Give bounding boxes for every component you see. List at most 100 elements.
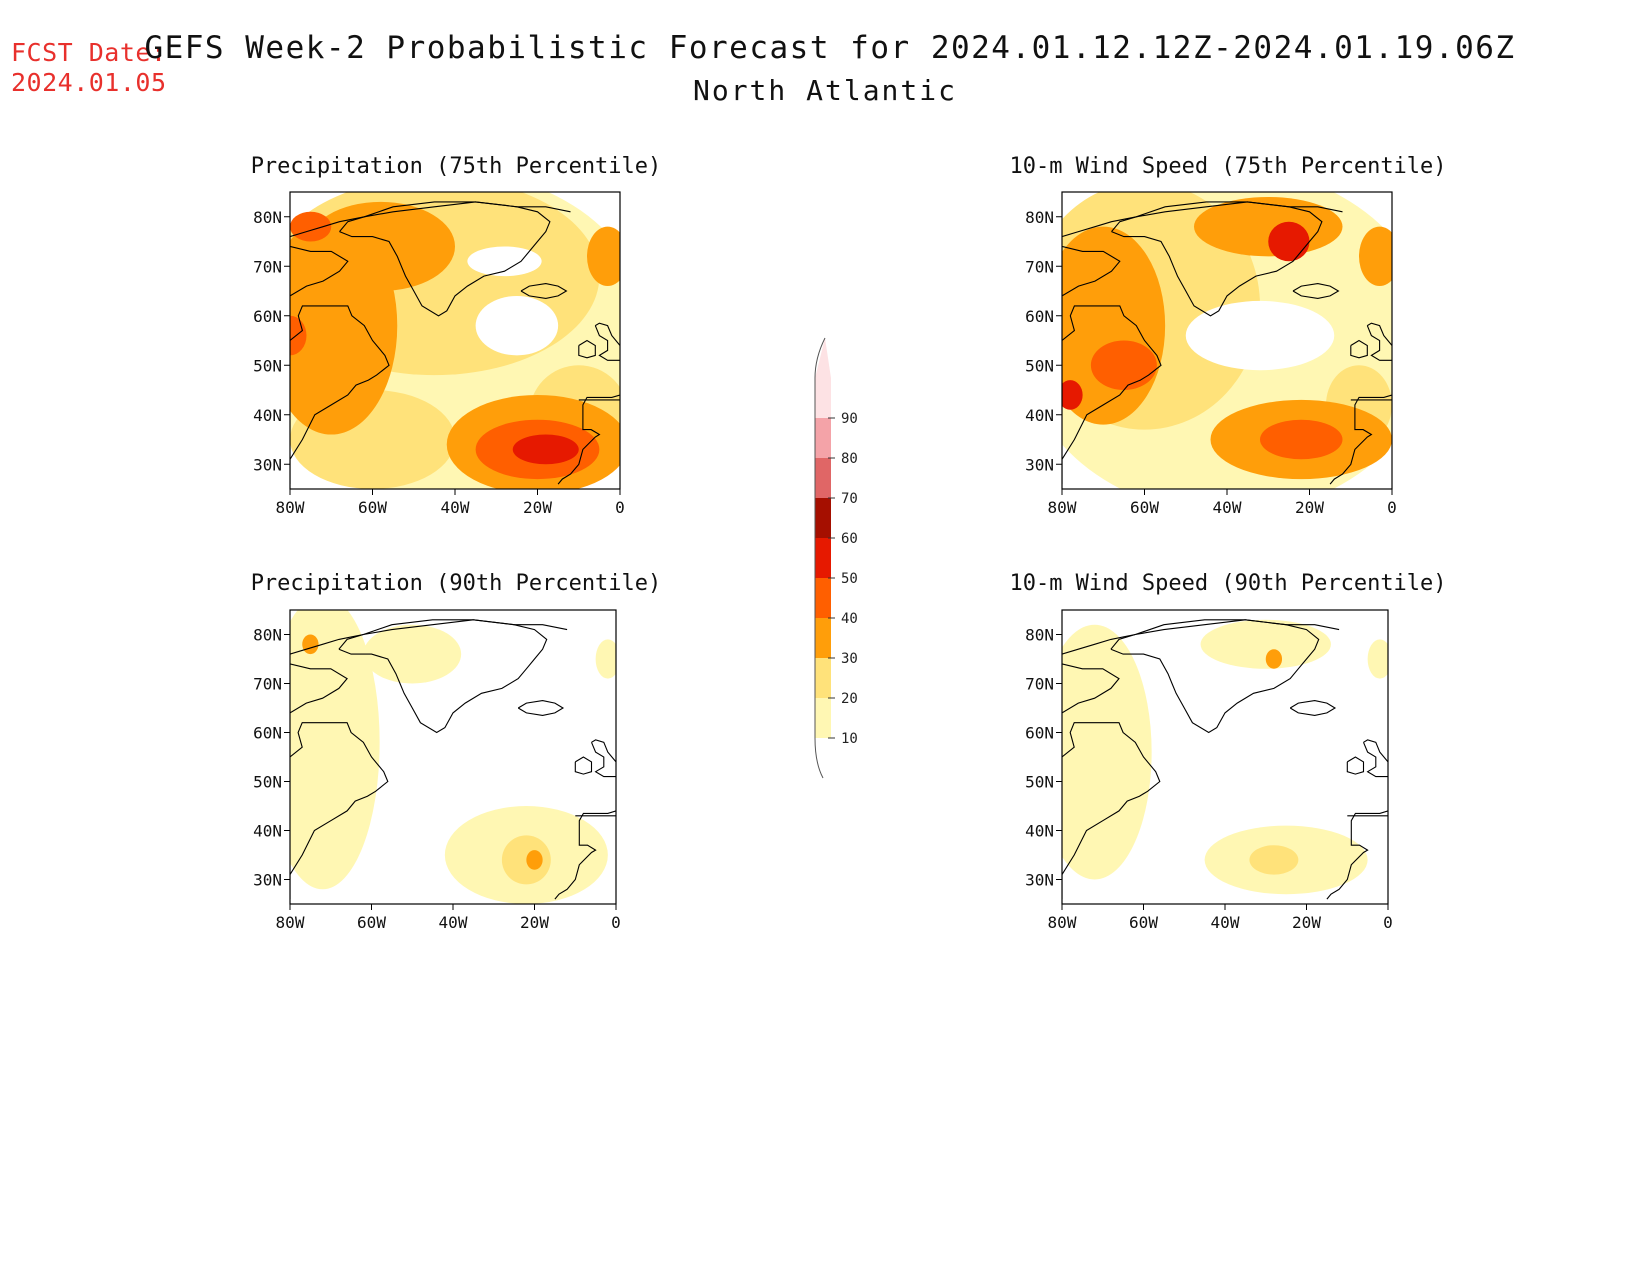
- y-tick-label: 40N: [253, 822, 282, 841]
- coastline: [1292, 283, 1340, 299]
- coastline: [1346, 756, 1365, 775]
- map-panel-3: Precipitation (90th Percentile) 80W 60W 40W…: [251, 571, 662, 932]
- coastline: [338, 619, 548, 734]
- probability-region: [501, 835, 551, 885]
- coastlines: [1062, 201, 1392, 485]
- colorbar-segment: [815, 698, 831, 738]
- probability-region: [363, 624, 462, 684]
- y-tick-label: 80N: [253, 208, 282, 227]
- x-tick-label: 0: [611, 913, 621, 932]
- probability-region: [290, 211, 332, 242]
- probability-region: [1260, 419, 1343, 460]
- coastline: [590, 739, 616, 778]
- y-tick-label: 70N: [253, 257, 282, 276]
- y-tick-label: 30N: [253, 871, 282, 890]
- panel-title: Precipitation (90th Percentile): [251, 571, 662, 596]
- probability-region: [526, 850, 543, 870]
- coastline: [1062, 722, 1161, 900]
- probability-region: [1367, 639, 1388, 679]
- colorbar-label: 60: [841, 531, 858, 547]
- figure-region-title: North Atlantic: [692, 74, 957, 107]
- colorbar-label: 20: [841, 691, 858, 707]
- y-tick-label: 50N: [1025, 773, 1054, 792]
- probability-region: [1062, 226, 1166, 425]
- coastline: [290, 722, 389, 900]
- y-tick-label: 30N: [253, 455, 282, 474]
- colorbar: 10 20 30 40 50 60 70 80 90: [814, 337, 858, 779]
- probability-region: [1249, 845, 1299, 875]
- coastline: [557, 394, 620, 485]
- x-tick-label: 20W: [523, 498, 552, 517]
- x-tick-label: 80W: [276, 498, 305, 517]
- x-tick-label: 60W: [357, 913, 386, 932]
- coastline: [290, 619, 568, 655]
- colorbar-segment: [815, 418, 831, 458]
- x-tick-label: 40W: [1211, 913, 1240, 932]
- colorbar-segment: [815, 658, 831, 698]
- probability-region: [290, 315, 307, 356]
- coastline: [578, 339, 596, 359]
- coastline: [1062, 663, 1120, 714]
- colorbar-segment: [815, 458, 831, 498]
- y-tick-label: 60N: [253, 724, 282, 743]
- colorbar-label: 80: [841, 451, 858, 467]
- x-tick-label: 0: [1383, 913, 1393, 932]
- y-tick-label: 70N: [1025, 257, 1054, 276]
- colorbar-segment: [815, 538, 831, 578]
- x-tick-label: 0: [1387, 498, 1397, 517]
- colorbar-label: 90: [841, 411, 858, 427]
- probability-region: [1265, 649, 1283, 669]
- x-tick-label: 0: [615, 498, 625, 517]
- coastline: [339, 201, 551, 317]
- y-tick-label: 80N: [1025, 626, 1054, 645]
- coastline: [1289, 700, 1337, 716]
- coastline: [1366, 322, 1392, 361]
- panel-title: Precipitation (75th Percentile): [251, 154, 662, 179]
- colorbar-segment: [815, 578, 831, 618]
- x-tick-label: 20W: [520, 913, 549, 932]
- y-tick-label: 50N: [253, 773, 282, 792]
- x-tick-label: 40W: [441, 498, 470, 517]
- coastline: [554, 810, 616, 900]
- panel-title: 10-m Wind Speed (90th Percentile): [1009, 571, 1446, 596]
- coastline: [1062, 201, 1343, 238]
- y-tick-label: 60N: [1025, 724, 1054, 743]
- y-tick-label: 60N: [1025, 307, 1054, 326]
- x-tick-label: 80W: [1048, 913, 1077, 932]
- coastline: [1350, 339, 1368, 359]
- colorbar-label: 70: [841, 491, 858, 507]
- probability-field: [1062, 619, 1388, 895]
- probability-field: [290, 192, 620, 489]
- coastline: [290, 305, 390, 485]
- y-tick-label: 40N: [1025, 822, 1054, 841]
- colorbar-segment: [815, 498, 831, 538]
- forecast-date-value: 2024.01.05: [11, 68, 167, 97]
- low-probability-region: [475, 295, 559, 356]
- y-tick-label: 70N: [253, 675, 282, 694]
- y-tick-label: 30N: [1025, 455, 1054, 474]
- figure-main-title: GEFS Week-2 Probabilistic Forecast for 2…: [144, 30, 1516, 66]
- colorbar-top-cap: [815, 338, 831, 378]
- low-probability-region: [467, 246, 542, 277]
- forecast-date: FCST Date: 2024.01.05: [11, 38, 167, 98]
- x-tick-label: 40W: [1213, 498, 1242, 517]
- map-panel-1: Precipitation (75th Percentile) 80W 60W 40W…: [251, 154, 662, 517]
- x-tick-label: 20W: [1292, 913, 1321, 932]
- probability-region: [512, 434, 579, 465]
- x-tick-label: 80W: [1048, 498, 1077, 517]
- y-tick-label: 50N: [1025, 356, 1054, 375]
- coastline: [594, 322, 620, 361]
- coastline: [517, 700, 565, 716]
- probability-field: [290, 610, 616, 904]
- coastlines: [1062, 619, 1388, 900]
- probability-region: [1268, 221, 1310, 262]
- probability-region: [1090, 340, 1157, 390]
- y-tick-label: 40N: [1025, 406, 1054, 425]
- x-tick-label: 80W: [276, 913, 305, 932]
- coastline: [1110, 619, 1320, 734]
- colorbar-segment: [815, 618, 831, 658]
- forecast-date-label: FCST Date:: [11, 38, 167, 67]
- y-tick-label: 70N: [1025, 675, 1054, 694]
- coastlines: [290, 201, 620, 485]
